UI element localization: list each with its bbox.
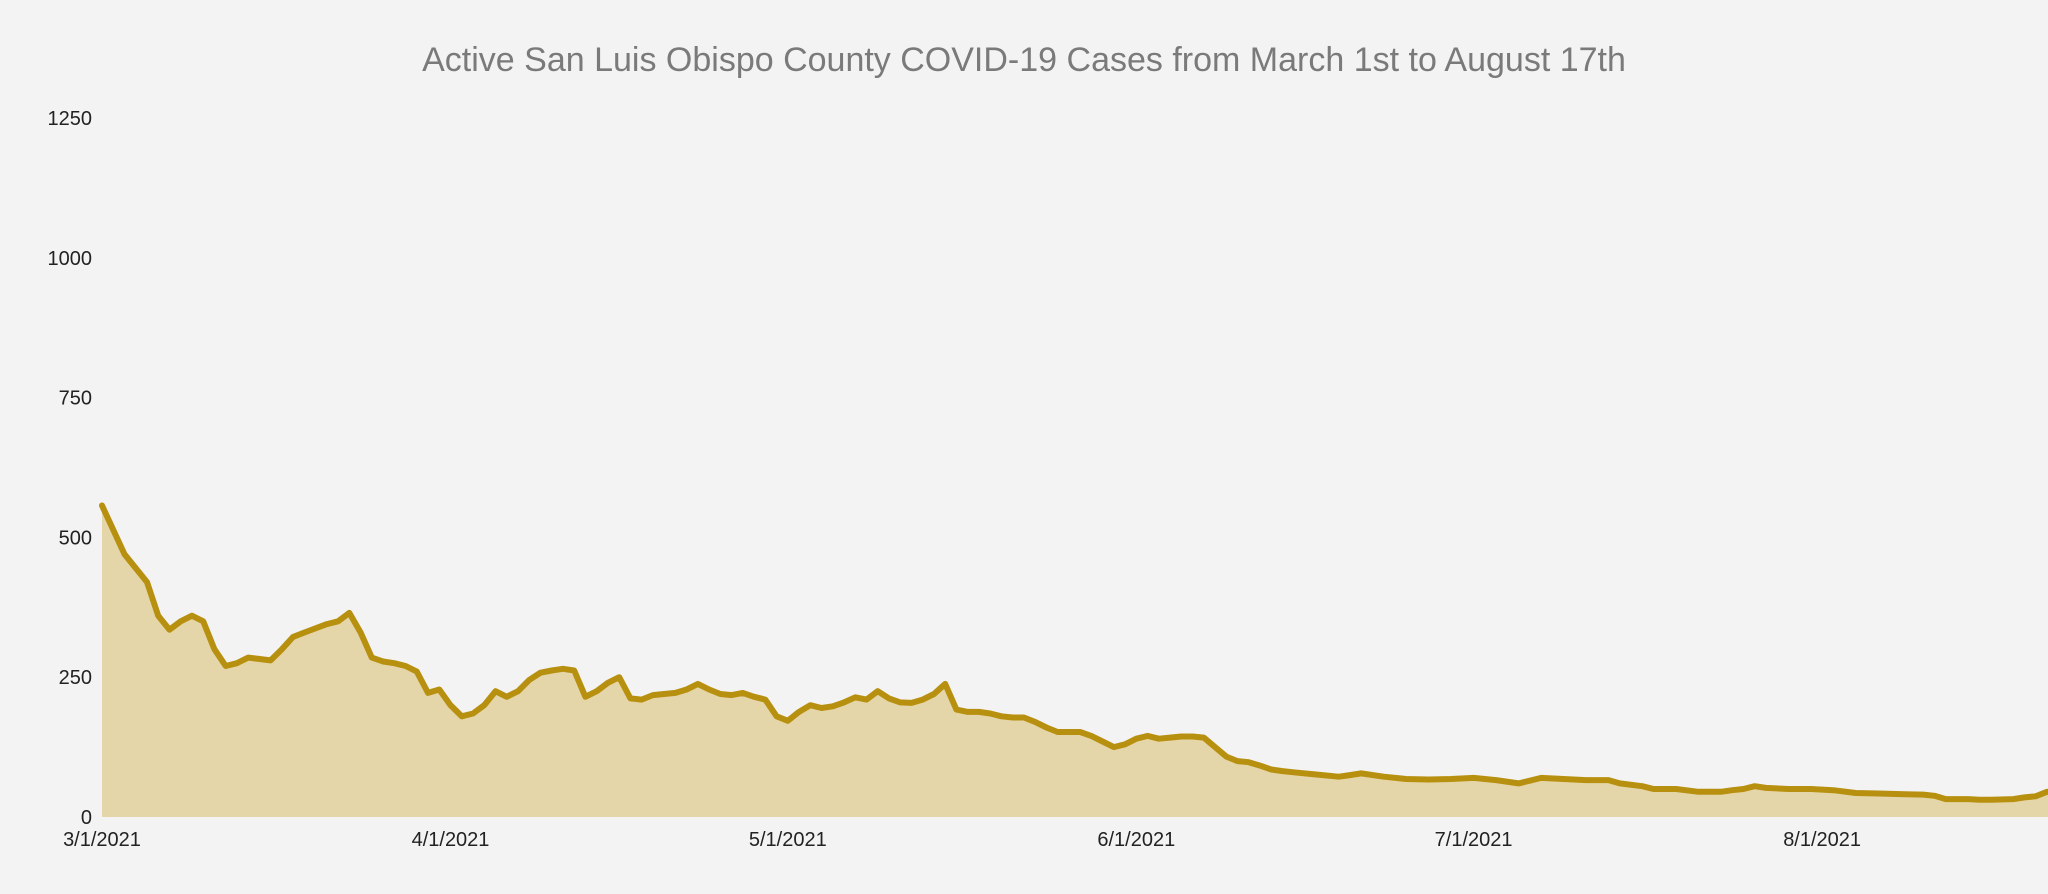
x-tick-label: 8/1/2021 [1783, 829, 1861, 851]
y-tick-label: 0 [81, 807, 92, 829]
x-tick-label: 5/1/2021 [749, 829, 827, 851]
x-tick-label: 3/1/2021 [63, 829, 141, 851]
x-tick-label: 7/1/2021 [1435, 829, 1513, 851]
x-tick-label: 6/1/2021 [1097, 829, 1175, 851]
series-area-fill [102, 505, 2048, 817]
y-tick-label: 1250 [48, 108, 93, 130]
y-tick-label: 750 [59, 388, 92, 410]
x-tick-label: 4/1/2021 [412, 829, 490, 851]
x-axis: 3/1/2021 4/1/2021 5/1/2021 6/1/2021 7/1/2021… [63, 829, 1861, 851]
y-tick-label: 500 [59, 527, 92, 549]
y-tick-label: 250 [59, 667, 92, 689]
chart-title: Active San Luis Obispo County COVID-19 C… [422, 41, 1626, 79]
series-line [99, 502, 2048, 803]
y-axis: 0 250 500 750 1000 1250 [48, 108, 93, 829]
y-tick-label: 1000 [48, 248, 93, 270]
